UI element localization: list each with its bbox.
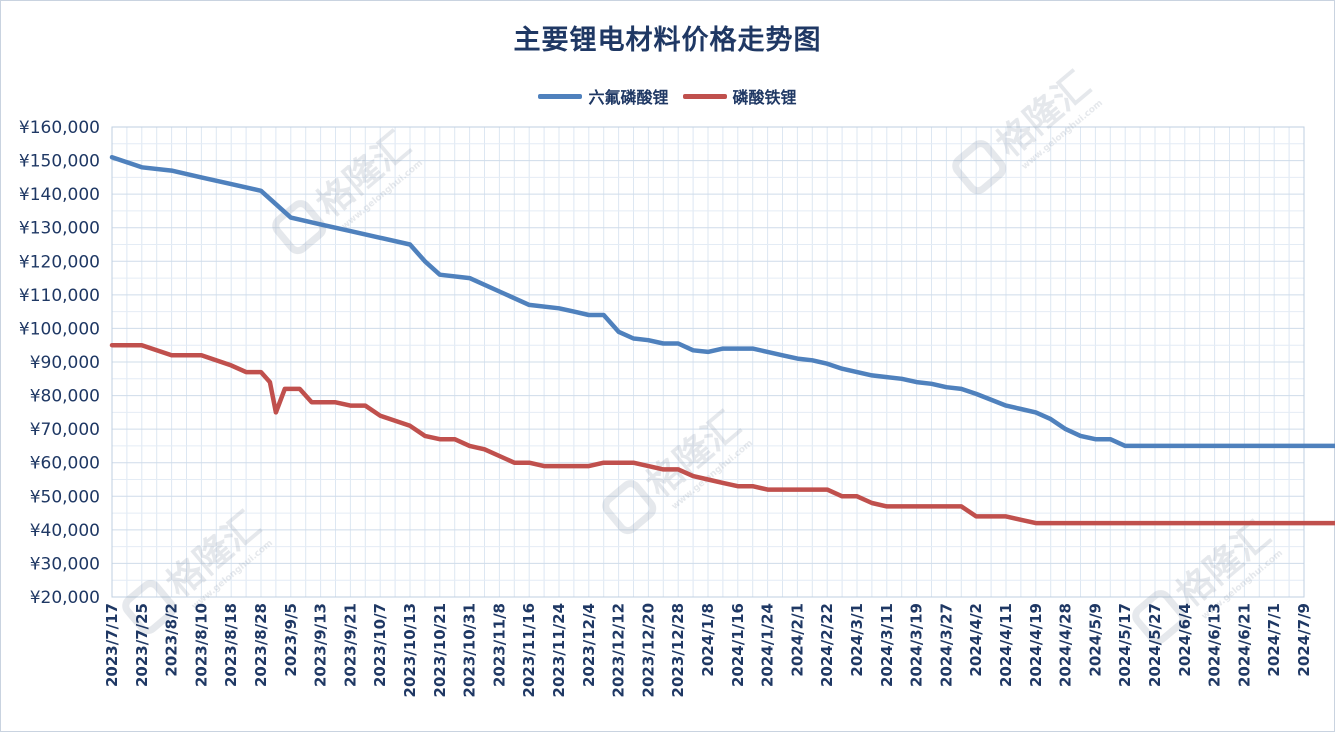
series-line-2 xyxy=(109,342,1335,526)
y-tick-label: ¥140,000 xyxy=(19,185,100,205)
y-tick-label: ¥90,000 xyxy=(30,353,100,373)
x-tick-label: 2024/5/9 xyxy=(1086,603,1104,677)
x-tick-label: 2023/10/7 xyxy=(371,603,389,687)
y-tick-label: ¥80,000 xyxy=(30,387,100,407)
x-tick-label: 2023/12/28 xyxy=(669,603,687,697)
watermark-logo-icon xyxy=(1132,590,1187,645)
y-tick-label: ¥20,000 xyxy=(30,588,100,608)
series-line-1 xyxy=(109,154,1335,449)
x-tick-label: 2024/2/1 xyxy=(788,603,806,677)
x-tick-label: 2023/10/31 xyxy=(461,603,479,697)
x-tick-label: 2024/3/19 xyxy=(908,603,926,687)
x-tick-label: 2023/11/16 xyxy=(520,603,538,697)
y-tick-label: ¥50,000 xyxy=(30,487,100,507)
watermark-logo-icon xyxy=(122,580,177,635)
x-tick-label: 2023/8/18 xyxy=(222,603,240,687)
x-tick-label: 2023/8/10 xyxy=(192,603,210,687)
x-tick-label: 2024/3/1 xyxy=(848,603,866,677)
y-tick-label: ¥150,000 xyxy=(19,152,100,172)
x-tick-label: 2023/8/28 xyxy=(252,603,270,687)
y-axis: ¥160,000 ¥150,000 ¥140,000 ¥130,000 ¥120,000… xyxy=(19,118,100,608)
x-tick-label: 2024/6/4 xyxy=(1176,603,1194,677)
x-tick-label: 2023/12/20 xyxy=(639,603,657,697)
x-tick-label: 2024/4/2 xyxy=(967,603,985,677)
x-tick-label: 2023/10/21 xyxy=(431,603,449,697)
legend-swatch-series-1 xyxy=(538,93,583,99)
x-tick-label: 2023/12/12 xyxy=(610,603,628,697)
x-tick-label: 2024/4/11 xyxy=(997,603,1015,687)
x-tick-label: 2024/6/21 xyxy=(1235,603,1253,687)
x-tick-label: 2024/5/17 xyxy=(1116,603,1134,687)
x-tick-label: 2024/7/9 xyxy=(1295,603,1313,677)
x-tick-label: 2023/8/2 xyxy=(163,603,181,677)
x-tick-label: 2024/4/19 xyxy=(1027,603,1045,687)
x-tick-label: 2024/2/22 xyxy=(818,603,836,687)
legend-item-series-2: 磷酸铁锂 xyxy=(682,84,797,108)
x-axis: 2023/7/17 2023/7/25 2023/8/2 2023/8/10 2023/… xyxy=(103,603,1313,697)
grid-lines xyxy=(111,126,1305,598)
y-tick-label: ¥60,000 xyxy=(30,454,100,474)
x-tick-label: 2023/7/17 xyxy=(103,603,121,687)
y-tick-label: ¥70,000 xyxy=(30,420,100,440)
x-tick-label: 2023/12/4 xyxy=(580,603,598,687)
legend-item-series-1: 六氟磷酸锂 xyxy=(538,84,669,108)
x-tick-label: 2023/10/13 xyxy=(401,603,419,697)
x-tick-label: 2024/1/8 xyxy=(699,603,717,677)
x-tick-label: 2023/9/5 xyxy=(282,603,300,677)
x-tick-label: 2023/11/8 xyxy=(490,603,508,687)
y-tick-label: ¥120,000 xyxy=(19,252,100,272)
x-tick-label: 2024/5/27 xyxy=(1146,603,1164,687)
chart-title: 主要锂电材料价格走势图 xyxy=(513,25,822,56)
x-tick-label: 2024/1/16 xyxy=(729,603,747,687)
x-tick-label: 2024/6/13 xyxy=(1206,603,1224,687)
x-tick-label: 2023/9/13 xyxy=(312,603,330,687)
x-tick-label: 2024/3/11 xyxy=(878,603,896,687)
y-tick-label: ¥40,000 xyxy=(30,521,100,541)
series-lines xyxy=(109,154,1335,526)
watermark-logo-icon xyxy=(602,480,657,535)
y-tick-label: ¥160,000 xyxy=(19,118,100,138)
x-tick-label: 2024/4/28 xyxy=(1057,603,1075,687)
x-tick-label: 2023/11/24 xyxy=(550,603,568,697)
y-tick-label: ¥130,000 xyxy=(19,219,100,239)
x-tick-label: 2024/7/1 xyxy=(1265,603,1283,677)
legend-swatch-series-2 xyxy=(682,93,727,99)
x-tick-label: 2024/1/24 xyxy=(759,603,777,687)
y-tick-label: ¥110,000 xyxy=(19,286,100,306)
chart-legend: 六氟磷酸锂 磷酸铁锂 xyxy=(0,84,1335,108)
x-tick-label: 2024/3/27 xyxy=(937,603,955,687)
watermark-logo-icon xyxy=(952,140,1007,195)
y-tick-label: ¥100,000 xyxy=(19,319,100,339)
legend-label-series-2: 磷酸铁锂 xyxy=(732,88,797,107)
x-tick-label: 2023/7/25 xyxy=(133,603,151,687)
y-tick-label: ¥30,000 xyxy=(30,554,100,574)
x-tick-label: 2023/9/21 xyxy=(341,603,359,687)
plot-area-border xyxy=(111,126,1305,598)
legend-label-series-1: 六氟磷酸锂 xyxy=(588,88,669,107)
